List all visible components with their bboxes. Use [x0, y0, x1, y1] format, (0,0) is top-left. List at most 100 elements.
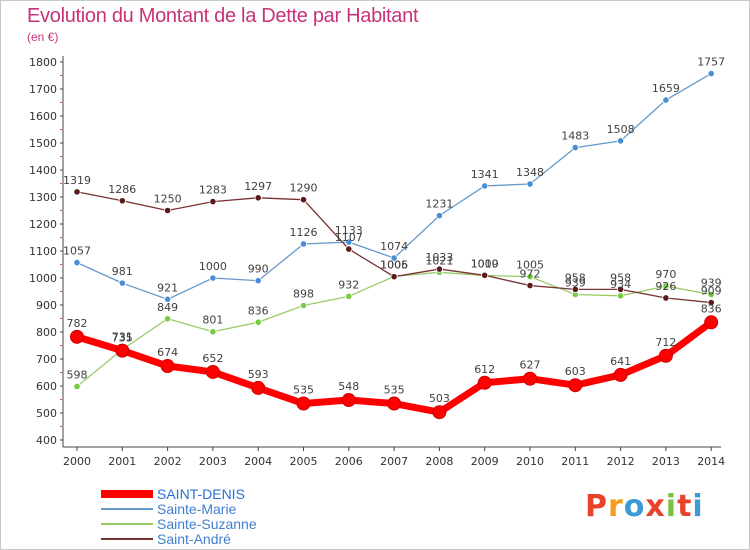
data-label-sainte-suzanne: 1021 — [425, 254, 453, 267]
data-point-saint-denis — [523, 371, 537, 386]
x-tick-label: 2004 — [244, 455, 272, 468]
data-point-sainte-marie — [345, 238, 353, 246]
data-point-saint-denis — [160, 359, 175, 374]
data-label-sainte-suzanne: 801 — [202, 314, 223, 327]
x-tick-label: 2003 — [199, 455, 227, 468]
data-point-sainte-marie — [526, 180, 534, 188]
legend-label-saint-denis: SAINT-DENIS — [157, 486, 245, 502]
data-label-sainte-suzanne: 932 — [338, 278, 359, 291]
y-tick-label: 1600 — [29, 110, 57, 123]
data-point-sainte-suzanne — [616, 292, 625, 300]
data-point-sainte-suzanne — [345, 292, 353, 300]
data-label-saint-denis: 782 — [67, 317, 88, 330]
data-label-saint-denis: 836 — [701, 302, 722, 315]
data-label-saint-andr-: 926 — [655, 280, 676, 293]
logo-letter: o — [623, 489, 646, 524]
data-point-sainte-suzanne — [209, 328, 217, 336]
legend-label-sainte-marie: Sainte-Marie — [157, 501, 237, 517]
x-tick-label: 2012 — [607, 455, 635, 468]
data-point-saint-andr- — [662, 294, 670, 302]
y-tick-label: 1400 — [29, 164, 57, 177]
x-tick-label: 2014 — [697, 455, 725, 468]
logo-letter: r — [608, 489, 624, 524]
data-point-saint-denis — [568, 378, 583, 393]
data-label-saint-andr-: 1290 — [290, 182, 318, 195]
data-point-saint-andr- — [390, 273, 398, 281]
data-label-sainte-suzanne: 939 — [701, 276, 722, 289]
chart-subtitle: (en €) — [27, 30, 59, 44]
data-label-saint-andr-: 958 — [565, 271, 586, 284]
data-label-saint-denis: 548 — [338, 380, 359, 393]
y-tick-label: 1200 — [29, 218, 57, 231]
data-point-sainte-suzanne — [662, 282, 670, 290]
data-label-saint-denis: 674 — [157, 346, 178, 359]
x-tick-label: 2000 — [63, 455, 91, 468]
data-label-saint-andr-: 1005 — [380, 259, 408, 272]
x-tick-label: 2010 — [516, 455, 544, 468]
data-point-sainte-marie — [209, 274, 217, 282]
data-point-saint-denis — [613, 367, 628, 382]
y-tick-label: 400 — [36, 434, 57, 447]
data-label-sainte-suzanne: 735 — [112, 332, 133, 345]
data-point-saint-andr- — [481, 271, 489, 279]
data-point-sainte-marie — [299, 240, 308, 248]
x-tick-label: 2001 — [108, 455, 136, 468]
data-label-saint-denis: 652 — [202, 352, 223, 365]
data-point-sainte-marie — [707, 70, 715, 78]
data-label-sainte-marie: 1057 — [63, 245, 91, 258]
data-point-saint-andr- — [73, 188, 81, 196]
y-tick-label: 1300 — [29, 191, 57, 204]
data-label-sainte-marie: 1000 — [199, 260, 227, 273]
data-label-saint-andr-: 1107 — [335, 231, 363, 244]
y-tick-label: 1100 — [29, 245, 57, 258]
data-label-saint-denis: 731 — [112, 331, 133, 344]
data-label-saint-denis: 535 — [293, 384, 314, 397]
y-tick-label: 900 — [36, 299, 57, 312]
data-label-saint-andr-: 1283 — [199, 184, 227, 197]
data-label-sainte-suzanne: 1005 — [516, 259, 544, 272]
data-label-saint-andr-: 1297 — [244, 180, 272, 193]
data-label-sainte-marie: 1757 — [697, 56, 725, 69]
data-point-saint-andr- — [707, 298, 715, 307]
data-point-sainte-marie — [164, 295, 172, 303]
data-point-sainte-marie — [662, 96, 670, 104]
data-label-sainte-marie: 1074 — [380, 240, 408, 253]
data-point-saint-andr- — [209, 197, 217, 206]
data-label-saint-denis: 593 — [248, 368, 269, 381]
x-tick-label: 2002 — [154, 455, 182, 468]
data-label-saint-andr-: 1250 — [154, 193, 182, 206]
legend-label-sainte-suzanne: Sainte-Suzanne — [157, 516, 257, 532]
data-label-saint-denis: 712 — [655, 336, 676, 349]
x-tick-label: 2008 — [425, 455, 453, 468]
data-label-saint-andr-: 909 — [701, 285, 722, 298]
data-label-saint-denis: 641 — [610, 355, 631, 368]
data-point-saint-andr- — [616, 285, 625, 293]
data-point-sainte-suzanne — [526, 273, 534, 281]
data-point-saint-andr- — [526, 281, 534, 290]
data-point-sainte-marie — [73, 259, 81, 267]
data-point-saint-denis — [341, 393, 356, 408]
x-tick-label: 2013 — [652, 455, 680, 468]
logo-letter: t — [677, 489, 693, 524]
data-label-saint-andr-: 972 — [520, 268, 541, 281]
data-point-sainte-marie — [118, 279, 126, 287]
data-label-sainte-suzanne: 939 — [565, 276, 586, 289]
data-point-sainte-suzanne — [707, 290, 715, 299]
data-label-sainte-marie: 1348 — [516, 166, 544, 179]
y-tick-label: 800 — [36, 326, 57, 339]
data-point-sainte-marie — [481, 182, 489, 190]
data-label-saint-denis: 603 — [565, 365, 586, 378]
data-label-saint-andr-: 1010 — [471, 257, 499, 270]
y-tick-label: 1000 — [29, 272, 57, 285]
data-point-saint-denis — [205, 364, 220, 379]
data-label-sainte-suzanne: 1006 — [380, 258, 408, 271]
data-label-saint-denis: 535 — [384, 384, 405, 397]
y-tick-label: 700 — [36, 353, 57, 366]
data-point-sainte-suzanne — [299, 301, 308, 310]
data-label-sainte-marie: 1231 — [425, 198, 453, 211]
data-point-saint-andr- — [118, 197, 126, 205]
data-point-saint-andr- — [345, 245, 353, 253]
data-point-saint-denis — [432, 405, 447, 420]
chart-title: Evolution du Montant de la Dette par Hab… — [27, 5, 419, 27]
